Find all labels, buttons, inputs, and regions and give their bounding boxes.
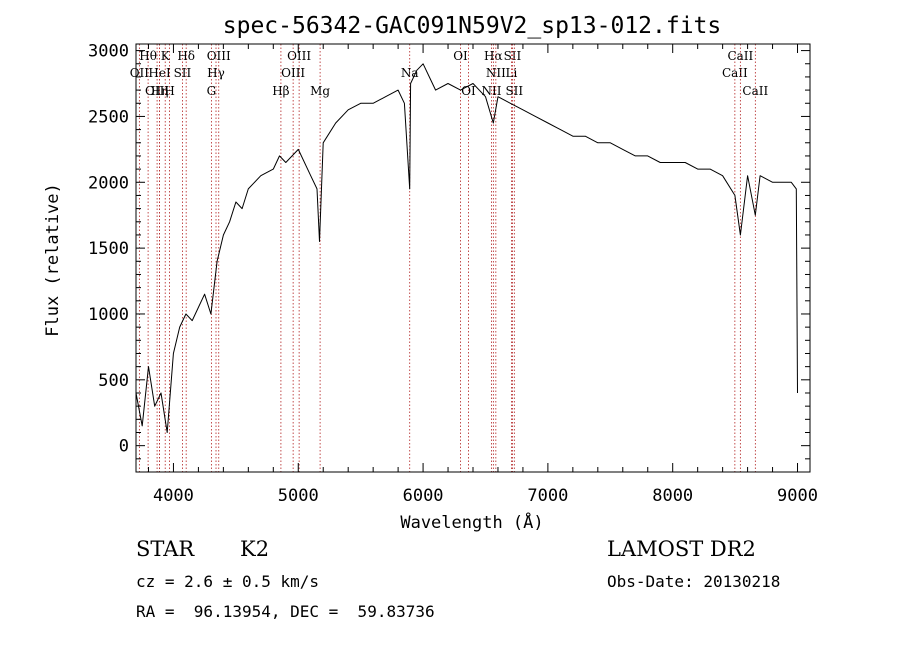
x-tick-label: 4000 [153,486,194,506]
survey-name: LAMOST DR2 [607,537,756,561]
x-tick-label: 7000 [527,486,568,506]
y-tick-label: 3000 [88,42,129,62]
x-tick-label: 5000 [278,486,319,506]
line-label: SII [505,84,523,98]
x-tick-label: 9000 [777,486,818,506]
line-label: OI [453,49,468,63]
line-label: H [164,84,174,98]
y-tick-label: 1000 [88,305,129,325]
y-tick-label: 0 [119,437,129,457]
line-label: G [207,84,217,98]
line-label: NII [486,66,506,80]
object-subclass: K2 [240,537,270,561]
line-label: Hδ [177,49,195,63]
spectrum-line [135,63,798,433]
y-axis: 0 500 1000 1500 2000 2500 3000 [88,42,810,460]
line-label: CaII [722,66,748,80]
line-label: HeI [148,66,171,80]
object-class: STAR [136,537,195,561]
line-label: Hβ [272,84,289,98]
line-label: Li [506,66,518,80]
y-axis-label: Flux (relative) [43,183,63,337]
chart-title: spec-56342-GAC091N59V2_sp13-012.fits [223,13,722,39]
x-tick-label: 8000 [652,486,693,506]
y-tick-label: 2000 [88,173,129,193]
spectrum-series [135,63,798,433]
line-label: OIII [207,49,231,63]
line-label: SII [504,49,522,63]
y-tick-label: 2500 [88,107,129,127]
line-label: Hθ [139,49,157,63]
line-label: NII [481,84,501,98]
line-label: OIII [281,66,305,80]
redshift-readout: cz = 2.6 ± 0.5 km/s [136,572,320,591]
line-label: SII [174,66,192,80]
x-axis: 4000 5000 6000 7000 8000 9000 [147,44,818,506]
line-label: OIII [145,84,169,98]
line-label: OIII [287,49,311,63]
y-tick-label: 1500 [88,239,129,259]
line-label: CaII [727,49,753,63]
line-label: CaII [742,84,768,98]
line-label: Mg [310,84,330,98]
line-label: Hα [484,49,503,63]
x-axis-label: Wavelength (Å) [400,511,543,533]
y-tick-label: 500 [98,371,129,391]
coordinates-readout: RA = 96.13954, DEC = 59.83736 [136,602,435,621]
x-tick-label: 6000 [403,486,444,506]
line-label: Hγ [207,66,225,80]
observation-date: Obs-Date: 20130218 [607,572,781,591]
plot-frame [135,43,811,473]
line-label: K [161,49,171,63]
emission-line-markers: HθOIIOIIIHηHeIKHSIIHδGHγOIIIHβOIIIOIIIMg… [130,44,768,472]
line-label: OII [130,66,150,80]
